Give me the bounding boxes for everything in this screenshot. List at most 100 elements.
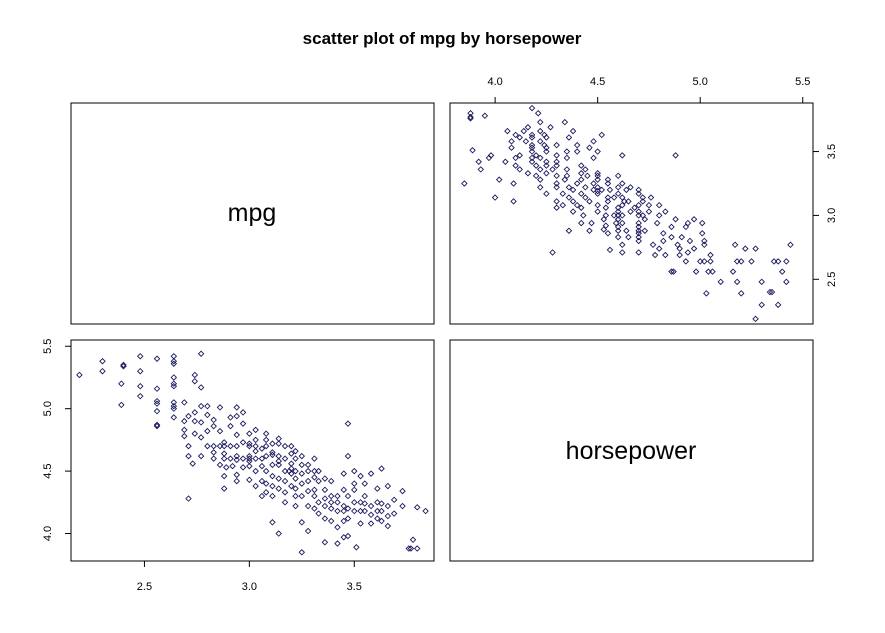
data-point [635,249,642,256]
data-point [292,455,299,462]
data-point [635,230,642,237]
data-point [220,472,228,480]
data-point [233,477,240,485]
data-point [553,158,560,165]
data-point [170,357,178,365]
data-point [246,462,253,470]
data-point [361,492,368,500]
data-point [197,452,205,460]
data-point [344,532,352,540]
data-point [327,499,335,506]
data-point [334,499,341,506]
data-point [578,162,585,169]
data-point [210,455,217,462]
data-point [258,445,266,452]
data-point [651,251,659,259]
data-point [185,442,192,450]
data-point [239,420,247,427]
data-point [614,172,622,180]
data-point [707,258,714,265]
data-point [189,460,196,467]
data-point [692,268,700,275]
data-point [528,131,536,139]
data-point [153,355,161,362]
data-point [672,152,679,159]
data-point [304,467,312,475]
data-point [374,499,381,506]
data-point [619,201,626,209]
data-point [565,227,573,234]
data-point [766,288,774,296]
data-point [547,124,554,131]
data-point [516,134,523,141]
data-point [662,251,669,259]
data-point [220,442,228,450]
data-point [512,131,519,139]
data-point [594,208,601,215]
data-point [495,176,503,183]
data-point [327,492,335,500]
data-point [731,241,739,249]
bottom-axis-tick-label: 3.5 [347,581,362,593]
data-point [281,455,289,462]
data-point [783,278,790,286]
data-point [246,430,253,437]
data-point [315,499,322,506]
data-point [502,158,509,165]
data-point [390,496,398,504]
data-point [258,477,266,485]
data-point [390,510,398,517]
data-point [351,486,358,494]
data-point [292,492,299,500]
data-point [619,219,626,227]
data-point [252,455,259,462]
data-point [233,431,240,439]
data-point [614,216,622,223]
data-point [627,208,634,215]
data-point [590,138,597,145]
data-point [565,194,573,201]
data-point [351,480,358,487]
data-point [367,520,375,527]
data-point [378,517,385,525]
top-axis-tick-label: 4.5 [590,76,605,88]
data-point [774,301,782,309]
data-point [559,190,567,197]
data-point [170,360,178,367]
points-upper-panel [461,104,794,323]
data-point [351,467,358,475]
data-point [737,290,745,297]
data-point [578,204,585,211]
data-point [553,180,560,187]
data-point [407,545,415,552]
data-point [191,377,199,385]
data-point [475,158,482,165]
data-point [569,198,577,205]
data-point [311,467,318,475]
data-point [269,492,276,500]
data-point [311,505,318,512]
data-point [541,141,548,149]
data-point [537,176,544,183]
data-point [510,198,517,205]
data-point [668,268,675,275]
data-point [367,502,375,510]
data-point [191,371,199,379]
data-point [569,208,577,215]
data-point [635,190,642,197]
data-point [367,470,375,477]
data-point [614,208,622,215]
data-point [639,212,647,219]
left-y-axis-horsepower: 4.0 4.5 5.0 5.5 [42,339,72,541]
data-point [528,141,536,149]
data-point [578,190,585,197]
data-point [569,186,577,194]
data-point [602,222,610,229]
data-point [594,170,601,177]
data-point [275,530,282,537]
data-point [334,492,341,500]
data-point [582,166,589,173]
data-point [405,545,413,552]
data-point [614,227,622,234]
data-point [239,455,247,462]
